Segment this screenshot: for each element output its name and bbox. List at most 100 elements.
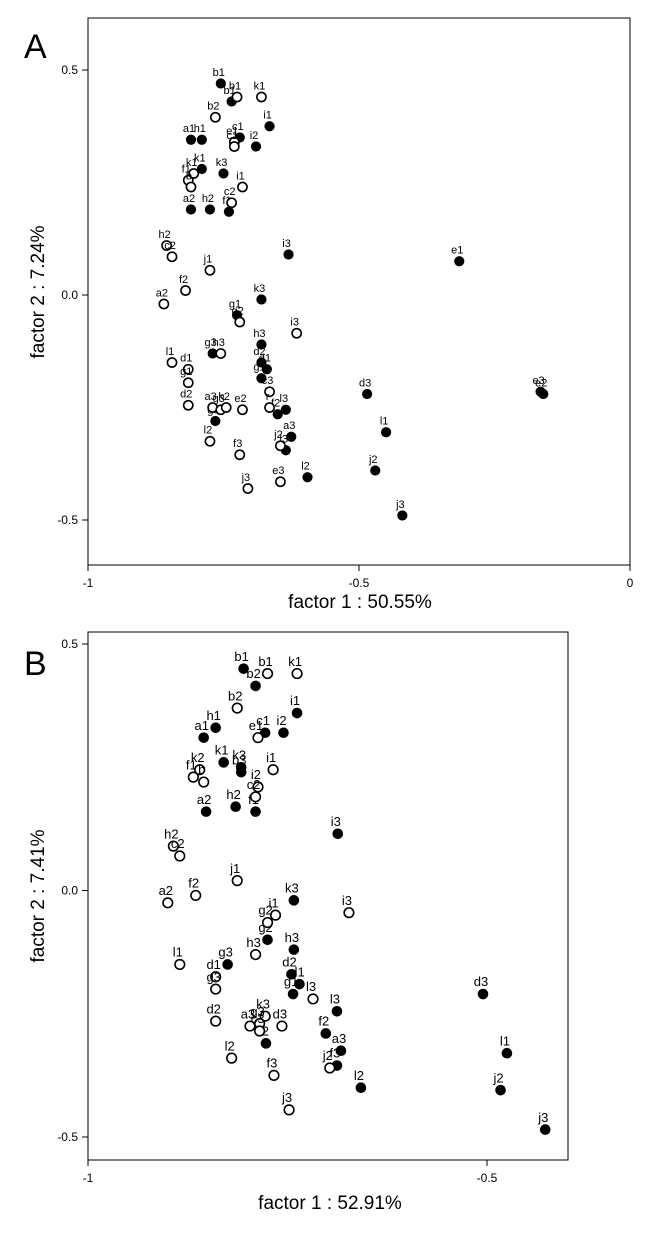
data-point-label: a2: [197, 792, 211, 807]
scatter-panel-b: B -1 -0.5 0.5 0.0 -0.5 factor 1 : 52.91% factor…: [24, 631, 569, 1214]
data-point-label: c1: [227, 130, 239, 142]
y-axis-label: factor 2 : 7.41%: [28, 829, 49, 962]
data-point-filled: [250, 680, 261, 692]
data-point-open: [231, 702, 243, 714]
data-point-label: f2: [188, 876, 199, 891]
data-point-open: [210, 1015, 222, 1027]
plot-frame: [87, 17, 631, 566]
y-tick-label: 0.0: [61, 288, 78, 302]
data-point-filled: [256, 357, 267, 368]
data-point-label: a1: [183, 123, 195, 135]
data-point-open: [162, 897, 174, 909]
data-point-filled: [235, 766, 247, 778]
data-point-open: [307, 993, 319, 1005]
data-point-label: l2: [204, 425, 213, 437]
data-point-filled: [250, 141, 262, 152]
data-point-filled: [196, 134, 207, 145]
data-point-label: h2: [164, 826, 178, 841]
data-point-label: g3: [206, 969, 220, 984]
data-point-label: j2: [322, 1048, 333, 1063]
data-point-label: k1: [254, 80, 266, 92]
data-point-label: i3: [331, 814, 341, 829]
data-point-open: [188, 168, 200, 179]
panel-letter: A: [24, 28, 47, 66]
data-point-label: l3: [280, 434, 289, 446]
data-point-open: [324, 1062, 336, 1074]
data-point-filled: [501, 1047, 513, 1059]
data-point-label: b2: [207, 101, 219, 113]
data-point-open: [185, 181, 197, 193]
data-point-label: b3: [232, 752, 246, 767]
data-point-open: [226, 1052, 238, 1064]
data-point-open: [283, 1104, 295, 1116]
data-point-filled: [278, 727, 289, 739]
data-point-filled: [210, 722, 221, 734]
x-tick-label: -1: [83, 576, 94, 590]
data-point-label: e1: [249, 718, 263, 733]
data-point-open: [174, 958, 186, 971]
data-point-filled: [539, 1124, 551, 1135]
data-point-label: a2: [183, 193, 195, 205]
data-point-label: d1: [180, 353, 192, 365]
data-point-label: a2: [159, 883, 173, 898]
data-point-open: [275, 440, 286, 452]
data-point-filled: [272, 409, 283, 420]
data-point-label: g2: [258, 903, 272, 918]
data-point-label: e1: [226, 125, 238, 137]
data-point-open: [249, 791, 262, 803]
data-point-label: c1: [256, 713, 270, 728]
data-point-label: h1: [194, 123, 206, 135]
plot-frame: [87, 631, 569, 1161]
data-point-open: [249, 948, 262, 961]
x-axis-label: factor 1 : 52.91%: [258, 1193, 402, 1214]
data-point-label: d2: [206, 1001, 220, 1016]
data-point-filled: [332, 828, 344, 840]
data-point-filled: [218, 757, 229, 768]
data-point-open: [231, 91, 243, 103]
data-point-filled: [288, 895, 300, 906]
data-point-label: l2: [225, 1038, 235, 1053]
data-point-label: d2: [253, 346, 265, 358]
data-point-filled: [280, 404, 291, 415]
data-point-open: [237, 404, 248, 416]
data-point-label: d3: [474, 974, 488, 989]
data-point-label: i2: [250, 130, 259, 142]
data-point-open: [187, 771, 199, 783]
data-point-filled: [185, 134, 197, 145]
data-point-label: l2: [301, 461, 310, 473]
data-point-filled: [204, 204, 216, 215]
data-point-label: h3: [213, 337, 225, 349]
y-axis-label: factor 2 : 7.24%: [28, 225, 49, 358]
data-point-filled: [283, 249, 294, 260]
data-point-open: [264, 386, 275, 398]
data-point-filled: [320, 1028, 332, 1039]
data-point-label: k3: [254, 283, 266, 295]
data-point-label: a3: [205, 391, 217, 403]
data-point-filled: [200, 806, 212, 817]
data-point-label: e2: [535, 377, 547, 389]
data-point-label: l1: [500, 1033, 510, 1048]
data-point-open: [256, 91, 267, 103]
data-point-open: [291, 327, 303, 339]
data-point-open: [234, 316, 246, 328]
data-point-open: [268, 1069, 280, 1081]
data-point-filled: [291, 707, 303, 719]
data-point-open: [182, 363, 194, 375]
data-point-open: [264, 402, 275, 413]
data-point-label: l1: [173, 945, 183, 960]
data-point-label: f2: [179, 274, 188, 286]
data-point-label: b: [186, 170, 192, 182]
data-point-label: k1: [215, 743, 229, 758]
y-tick-label: 0.5: [61, 637, 78, 651]
data-point-filled: [286, 431, 297, 442]
data-point-filled: [454, 256, 465, 267]
data-point-label: c2: [247, 777, 261, 792]
data-point-label: c2: [164, 240, 176, 252]
data-point-label: d3: [359, 377, 371, 389]
data-point-filled: [288, 944, 300, 955]
data-point-label: c3: [251, 1011, 265, 1026]
data-point-label: f3: [233, 438, 242, 450]
data-point-label: j2: [493, 1070, 504, 1085]
data-point-label: c3: [262, 375, 274, 387]
